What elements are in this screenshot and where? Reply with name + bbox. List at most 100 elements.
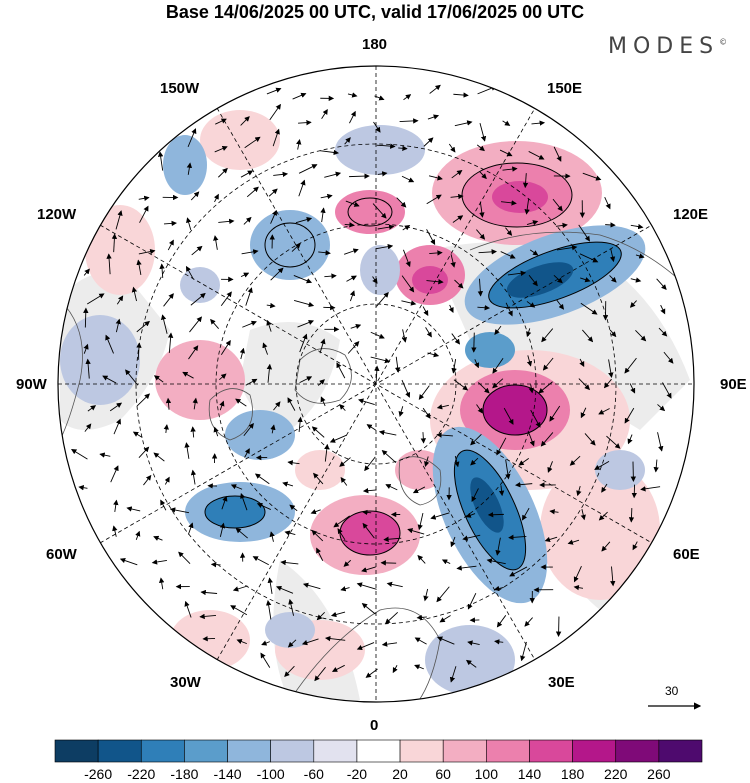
wind-vector-arrow: [83, 343, 89, 354]
wind-vector-arrow: [549, 509, 559, 515]
wind-vector-arrow: [344, 222, 355, 228]
wind-vector-arrow: [210, 561, 221, 568]
colorbar-tick-label: -140: [213, 766, 242, 782]
wind-vector-arrow: [200, 589, 218, 596]
wind-vector-arrow: [370, 356, 391, 364]
wind-vector-arrow: [112, 525, 118, 537]
wind-vector-arrow: [243, 216, 252, 225]
wind-vector-arrow: [265, 599, 272, 620]
wind-vector-arrow: [520, 641, 527, 662]
wind-vector-arrow: [350, 323, 362, 330]
wind-vector-arrow: [452, 215, 464, 223]
wind-vector-arrow: [372, 276, 378, 284]
map-title: Base 14/06/2025 00 UTC, valid 17/06/2025…: [165, 2, 585, 22]
wind-vector-arrow: [476, 229, 486, 240]
wind-vector-arrow: [609, 275, 617, 283]
colorbar-swatch: [54, 739, 99, 763]
wind-vector-arrow: [384, 611, 399, 625]
wind-vector-arrow: [119, 558, 138, 566]
wind-vector-arrow: [628, 508, 635, 523]
wind-vector-arrow: [125, 369, 139, 386]
wind-vector-arrow: [662, 382, 672, 399]
wind-vector-arrow: [266, 363, 273, 383]
wind-vector-arrow: [262, 342, 268, 355]
wind-vector-arrow: [450, 193, 464, 200]
wind-vector-arrow: [240, 170, 254, 178]
wind-vector-arrow: [213, 193, 219, 203]
wind-vector-arrow: [608, 359, 614, 378]
wind-vector-arrow: [349, 173, 370, 179]
wind-vector-arrow: [318, 250, 331, 256]
wind-vector-arrow: [358, 398, 375, 405]
wind-vector-arrow: [343, 559, 352, 567]
wind-vector-arrow: [109, 402, 123, 412]
wind-vector-arrow: [454, 120, 473, 127]
wind-vector-arrow: [606, 435, 621, 449]
wind-vector-arrow: [270, 209, 277, 224]
wind-vector-arrow: [330, 611, 346, 618]
wind-vector-arrow: [524, 617, 533, 627]
wind-vector-arrow: [526, 220, 539, 226]
wind-vector-arrow: [476, 144, 485, 152]
wind-vector-arrow: [324, 171, 342, 178]
wind-vector-arrow: [515, 482, 533, 488]
wind-vector-arrow: [287, 460, 300, 466]
wind-vector-arrow: [189, 316, 203, 333]
wind-vector-arrow: [538, 381, 553, 394]
wind-vector-arrow: [244, 448, 250, 458]
wind-vector-arrow: [453, 92, 469, 98]
colorbar-tick-label: 220: [604, 766, 628, 782]
wind-vector-arrow: [270, 267, 284, 281]
wind-vector-arrow: [269, 531, 275, 542]
wind-vector-arrow: [159, 263, 165, 278]
wind-vector-arrow: [653, 459, 659, 473]
lon-label-30e: 30E: [548, 674, 575, 691]
wind-vector-arrow: [635, 253, 645, 259]
wind-vector-arrow: [245, 287, 253, 306]
wind-vector-arrow: [402, 225, 411, 231]
map-boundary: [57, 65, 695, 703]
wind-vector-arrow: [492, 378, 504, 389]
wind-vector-arrow: [280, 559, 299, 566]
wind-vector-arrow: [269, 103, 281, 121]
wind-vector-arrow: [167, 239, 174, 251]
wind-vector-arrow: [556, 244, 578, 251]
wind-vector-arrow: [496, 437, 507, 456]
wind-vector-arrow: [178, 551, 191, 564]
wind-vector-arrow: [270, 424, 276, 434]
wind-vector-arrow: [273, 401, 281, 411]
wind-vector-arrow: [376, 143, 396, 149]
wind-vector-arrow: [244, 136, 261, 149]
wind-vector-arrow: [287, 397, 296, 411]
wind-vector-arrow: [219, 522, 226, 538]
wind-vector-arrow: [340, 477, 348, 486]
wind-vector-arrow: [339, 457, 351, 467]
wind-vector-arrow: [362, 487, 377, 494]
lon-label-180: 180: [362, 36, 388, 53]
colorbar-tick-label: 180: [560, 766, 585, 782]
wind-vector-arrow: [361, 566, 376, 573]
wind-vector-arrow: [192, 397, 198, 410]
wind-vector-arrow: [316, 547, 324, 561]
wind-vector-arrow: [102, 375, 117, 384]
wind-vector-arrow: [230, 605, 248, 616]
colorbar-tick-label: 100: [474, 766, 499, 782]
wind-vector-arrow: [235, 527, 248, 539]
colorbar-swatch: [399, 739, 444, 763]
wind-vector-arrow: [609, 329, 617, 338]
colorbar-swatch: [140, 739, 185, 763]
wind-vector-arrow: [86, 293, 105, 305]
wind-vector-arrow: [657, 432, 664, 452]
wind-vector-arrow: [298, 179, 306, 197]
wind-vector-arrow: [374, 365, 380, 384]
wind-vector-arrow: [573, 566, 582, 583]
wind-vector-arrow: [576, 486, 582, 497]
wind-vector-arrow: [337, 528, 346, 541]
wind-vector-arrow: [167, 332, 174, 353]
wind-vector-arrow: [366, 424, 376, 431]
wind-vector-arrow: [299, 376, 313, 384]
wind-vector-arrow: [556, 299, 565, 310]
wind-vector-arrow: [343, 248, 359, 255]
wind-vector-arrow: [422, 306, 429, 317]
wind-vector-arrow: [451, 169, 463, 179]
